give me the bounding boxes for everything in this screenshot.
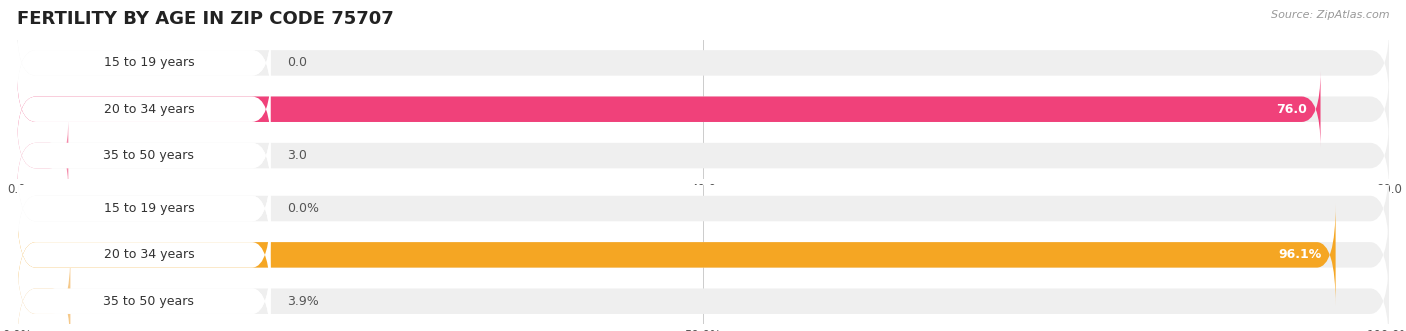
FancyBboxPatch shape: [17, 117, 271, 194]
FancyBboxPatch shape: [17, 24, 271, 101]
Text: 96.1%: 96.1%: [1278, 248, 1322, 261]
FancyBboxPatch shape: [17, 71, 271, 148]
Text: 35 to 50 years: 35 to 50 years: [104, 149, 194, 162]
Text: 3.0: 3.0: [287, 149, 307, 162]
FancyBboxPatch shape: [17, 117, 69, 194]
Text: 0.0%: 0.0%: [287, 202, 319, 215]
FancyBboxPatch shape: [17, 71, 1320, 148]
Text: 20 to 34 years: 20 to 34 years: [104, 248, 194, 261]
FancyBboxPatch shape: [17, 204, 271, 306]
FancyBboxPatch shape: [17, 250, 1389, 331]
FancyBboxPatch shape: [17, 24, 271, 101]
FancyBboxPatch shape: [17, 250, 70, 331]
Text: 15 to 19 years: 15 to 19 years: [104, 202, 194, 215]
Text: 3.9%: 3.9%: [287, 295, 319, 308]
FancyBboxPatch shape: [17, 204, 1389, 306]
FancyBboxPatch shape: [17, 158, 1389, 260]
Text: 20 to 34 years: 20 to 34 years: [104, 103, 194, 116]
Text: 76.0: 76.0: [1275, 103, 1306, 116]
Text: Source: ZipAtlas.com: Source: ZipAtlas.com: [1271, 10, 1389, 20]
FancyBboxPatch shape: [17, 204, 1336, 306]
Text: 35 to 50 years: 35 to 50 years: [104, 295, 194, 308]
Text: 15 to 19 years: 15 to 19 years: [104, 56, 194, 70]
FancyBboxPatch shape: [17, 204, 271, 306]
FancyBboxPatch shape: [17, 158, 271, 260]
FancyBboxPatch shape: [17, 117, 271, 194]
Text: 0.0: 0.0: [287, 56, 307, 70]
FancyBboxPatch shape: [17, 158, 271, 260]
FancyBboxPatch shape: [17, 250, 271, 331]
FancyBboxPatch shape: [17, 117, 1389, 194]
FancyBboxPatch shape: [17, 71, 1389, 148]
FancyBboxPatch shape: [17, 71, 271, 148]
FancyBboxPatch shape: [17, 250, 271, 331]
Text: FERTILITY BY AGE IN ZIP CODE 75707: FERTILITY BY AGE IN ZIP CODE 75707: [17, 10, 394, 28]
FancyBboxPatch shape: [17, 24, 1389, 101]
